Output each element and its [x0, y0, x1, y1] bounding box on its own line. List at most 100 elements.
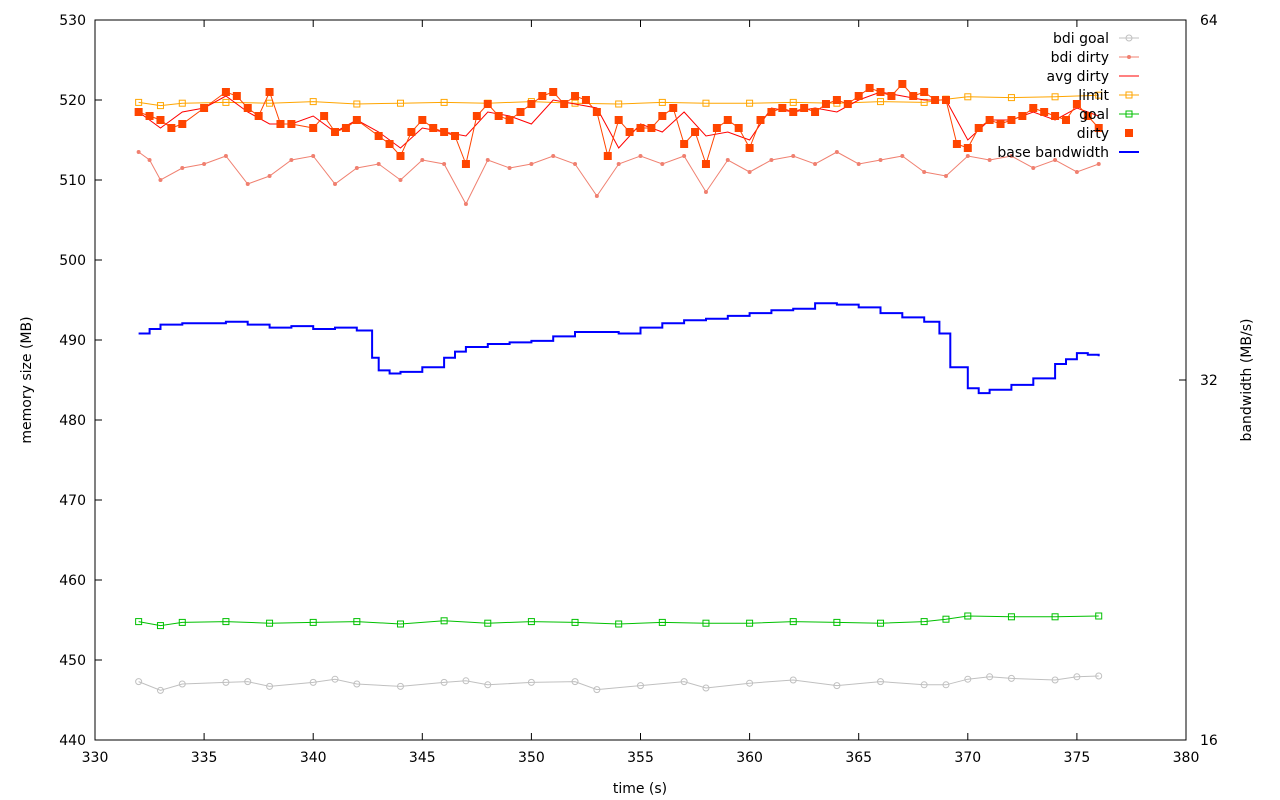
y-tick-label: 470 — [59, 493, 86, 509]
data-point-bdi-goal — [156, 686, 164, 694]
data-point-dirty — [461, 160, 470, 168]
data-point-goal — [658, 618, 666, 626]
data-point-dirty — [669, 104, 678, 112]
data-point-limit — [920, 98, 928, 106]
data-point-goal — [396, 620, 404, 628]
data-point-limit — [178, 99, 186, 107]
data-point-bdi-goal — [309, 678, 317, 686]
x-tick-label: 335 — [191, 750, 218, 766]
data-point-bdi-dirty — [922, 170, 927, 174]
legend-label-avg-dirty: avg dirty — [1046, 69, 1109, 85]
data-point-dirty — [1094, 124, 1103, 132]
data-point-bdi-dirty — [223, 154, 228, 158]
data-point-limit — [702, 99, 710, 107]
data-point-dirty — [974, 124, 983, 132]
data-point-dirty — [625, 128, 634, 136]
data-point-bdi-dirty — [354, 166, 359, 170]
data-point-dirty — [276, 120, 285, 128]
data-point-dirty — [396, 152, 405, 160]
data-point-dirty — [658, 112, 667, 120]
data-point-bdi-goal — [244, 678, 252, 686]
data-point-dirty — [156, 116, 165, 124]
y2-tick-label: 64 — [1200, 13, 1218, 29]
series-goal — [135, 612, 1103, 630]
data-point-bdi-goal — [266, 682, 274, 690]
data-point-goal — [702, 619, 710, 627]
data-point-goal — [266, 619, 274, 627]
data-point-limit — [789, 98, 797, 106]
data-point-limit — [135, 98, 143, 106]
data-point-bdi-dirty — [289, 158, 294, 162]
x-tick-label: 375 — [1064, 750, 1091, 766]
data-point-dirty — [723, 116, 732, 124]
data-point-bdi-dirty — [1009, 154, 1014, 158]
data-point-goal — [156, 622, 164, 630]
data-point-bdi-dirty — [551, 154, 556, 158]
data-point-dirty — [680, 140, 689, 148]
x-tick-label: 355 — [627, 750, 654, 766]
data-point-bdi-dirty — [529, 162, 534, 166]
data-point-bdi-dirty — [900, 154, 905, 158]
data-point-bdi-dirty — [594, 194, 599, 198]
data-point-bdi-dirty — [703, 190, 708, 194]
data-point-bdi-goal — [178, 680, 186, 688]
data-point-dirty — [221, 88, 230, 96]
data-point-dirty — [134, 108, 143, 116]
data-point-bdi-dirty — [856, 162, 861, 166]
y2-axis-label: bandwidth (MB/s) — [1239, 319, 1255, 442]
data-point-bdi-goal — [462, 677, 470, 685]
data-point-bdi-dirty — [442, 162, 447, 166]
data-point-goal — [920, 618, 928, 626]
data-point-goal — [746, 619, 754, 627]
data-point-dirty — [200, 104, 209, 112]
data-point-dirty — [1040, 108, 1049, 116]
data-point-dirty — [1083, 112, 1092, 120]
data-point-bdi-dirty — [943, 174, 948, 178]
legend-label-bdi-dirty: bdi dirty — [1051, 50, 1109, 66]
data-point-bdi-dirty — [813, 162, 818, 166]
data-point-bdi-dirty — [202, 162, 207, 166]
x-tick-label: 330 — [82, 750, 109, 766]
data-point-bdi-goal — [702, 684, 710, 692]
data-point-goal — [942, 615, 950, 623]
data-point-bdi-dirty — [180, 166, 185, 170]
legend: bdi goal bdi dirty avg dirty limit goal dirty… — [997, 31, 1139, 161]
data-point-dirty — [614, 116, 623, 124]
data-point-bdi-dirty — [398, 178, 403, 182]
series-line-limit — [138, 94, 1099, 107]
data-point-dirty — [1051, 112, 1060, 120]
data-point-bdi-dirty — [1074, 170, 1079, 174]
y-tick-label: 510 — [59, 173, 86, 189]
data-point-bdi-goal — [964, 675, 972, 683]
data-point-goal — [877, 619, 885, 627]
data-point-dirty — [1072, 100, 1081, 108]
data-point-limit — [396, 99, 404, 107]
data-point-bdi-dirty — [682, 154, 687, 158]
data-point-limit — [615, 100, 623, 108]
y-tick-label: 500 — [59, 253, 86, 269]
data-point-dirty — [352, 116, 361, 124]
data-point-bdi-goal — [1073, 673, 1081, 681]
y-tick-label: 440 — [59, 733, 86, 749]
series-line-bdi-goal — [138, 675, 1099, 691]
y-tick-label: 450 — [59, 653, 86, 669]
data-point-dirty — [407, 128, 416, 136]
data-point-goal — [1007, 613, 1015, 621]
data-point-bdi-dirty — [747, 170, 752, 174]
legend-marker-limit — [1125, 91, 1133, 99]
data-point-dirty — [385, 140, 394, 148]
data-point-goal — [1095, 612, 1103, 620]
data-point-goal — [178, 618, 186, 626]
data-point-dirty — [560, 100, 569, 108]
y-axis-label: memory size (MB) — [19, 316, 35, 443]
data-point-dirty — [1007, 116, 1016, 124]
data-point-dirty — [865, 84, 874, 92]
y2-tick-label: 32 — [1200, 373, 1218, 389]
data-point-bdi-dirty — [769, 158, 774, 162]
data-point-goal — [789, 618, 797, 626]
data-point-dirty — [821, 100, 830, 108]
x-tick-label: 365 — [845, 750, 872, 766]
data-point-bdi-goal — [440, 678, 448, 686]
data-point-dirty — [571, 92, 580, 100]
data-point-bdi-dirty — [834, 150, 839, 154]
